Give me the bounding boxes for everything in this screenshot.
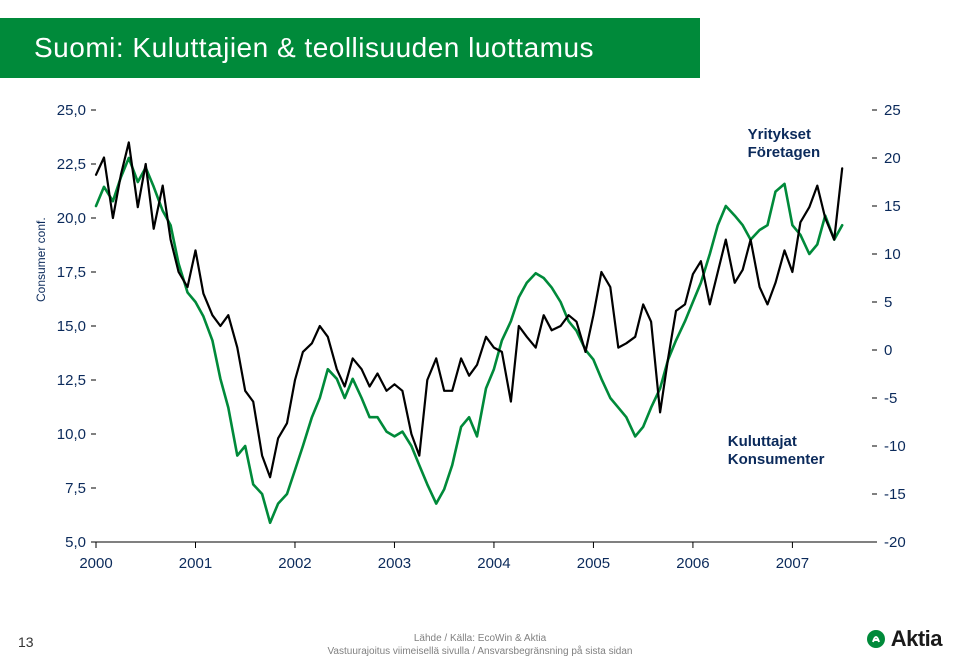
credits: Lähde / Källa: EcoWin & Aktia Vastuurajo…: [0, 632, 960, 658]
left-axis-title: Consumer conf.: [34, 217, 48, 302]
svg-text:0: 0: [884, 342, 892, 359]
svg-text:2002: 2002: [278, 555, 311, 572]
aktia-logo: Aktia: [867, 626, 942, 652]
svg-text:2007: 2007: [776, 555, 809, 572]
svg-text:22,5: 22,5: [57, 156, 86, 173]
svg-text:5: 5: [884, 294, 892, 311]
svg-text:20: 20: [884, 150, 901, 167]
svg-text:2000: 2000: [79, 555, 112, 572]
svg-text:15,0: 15,0: [57, 318, 86, 335]
svg-text:Yritykset: Yritykset: [748, 126, 811, 143]
footer: 13 Lähde / Källa: EcoWin & Aktia Vastuur…: [0, 618, 960, 664]
svg-text:-20: -20: [884, 534, 906, 551]
svg-text:25,0: 25,0: [57, 102, 86, 119]
svg-text:15: 15: [884, 198, 901, 215]
svg-text:5,0: 5,0: [65, 534, 86, 551]
svg-text:10,0: 10,0: [57, 426, 86, 443]
credits-line2: Vastuurajoitus viimeisellä sivulla / Ans…: [328, 646, 633, 657]
svg-text:10: 10: [884, 246, 901, 263]
svg-text:2003: 2003: [378, 555, 411, 572]
svg-text:2001: 2001: [179, 555, 212, 572]
svg-text:2004: 2004: [477, 555, 510, 572]
credits-line1: Lähde / Källa: EcoWin & Aktia: [414, 633, 546, 644]
aktia-logo-icon: [867, 630, 885, 648]
svg-text:7,5: 7,5: [65, 480, 86, 497]
svg-text:12,5: 12,5: [57, 372, 86, 389]
svg-text:-10: -10: [884, 438, 906, 455]
svg-text:2005: 2005: [577, 555, 610, 572]
page-title: Suomi: Kuluttajien & teollisuuden luotta…: [34, 32, 594, 64]
svg-text:17,5: 17,5: [57, 264, 86, 281]
svg-text:Företagen: Företagen: [748, 144, 821, 161]
svg-text:-5: -5: [884, 390, 897, 407]
svg-text:Konsumenter: Konsumenter: [728, 451, 825, 468]
svg-text:-15: -15: [884, 486, 906, 503]
svg-text:25: 25: [884, 102, 901, 119]
svg-text:2006: 2006: [676, 555, 709, 572]
svg-text:Kuluttajat: Kuluttajat: [728, 433, 797, 450]
dual-axis-line-chart: 200020012002200320042005200620075,07,510…: [28, 102, 932, 590]
svg-text:20,0: 20,0: [57, 210, 86, 227]
chart-area: Consumer conf. 2000200120022003200420052…: [28, 102, 932, 590]
title-banner: Suomi: Kuluttajien & teollisuuden luotta…: [0, 18, 700, 78]
aktia-logo-text: Aktia: [891, 626, 942, 652]
